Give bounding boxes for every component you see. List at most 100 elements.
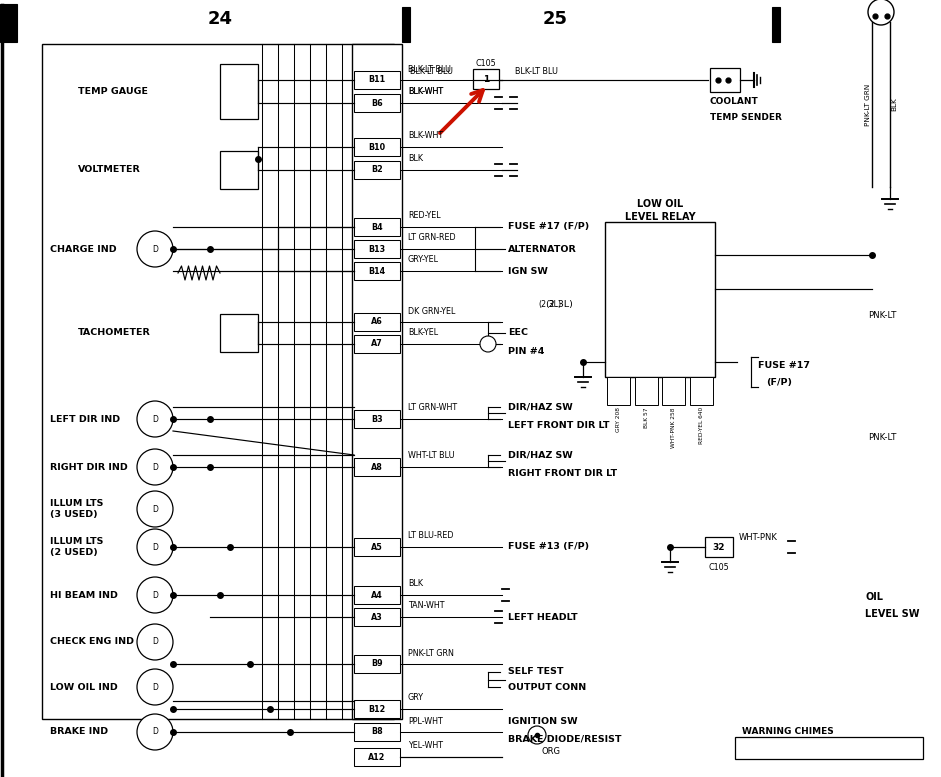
Bar xyxy=(605,222,715,377)
Bar xyxy=(0,4,17,42)
Text: BRAKE IND: BRAKE IND xyxy=(50,727,108,737)
Text: D: D xyxy=(152,682,158,692)
Text: BLK-LT BLU: BLK-LT BLU xyxy=(408,64,451,74)
Text: D: D xyxy=(152,414,158,423)
Text: B6: B6 xyxy=(371,99,383,107)
Text: BLK-LT BLU: BLK-LT BLU xyxy=(410,67,453,75)
Text: RIGHT FRONT DIR LT: RIGHT FRONT DIR LT xyxy=(508,469,617,478)
Text: OIL: OIL xyxy=(865,592,883,602)
Circle shape xyxy=(137,714,173,750)
Text: BRAKE DIODE/RESIST: BRAKE DIODE/RESIST xyxy=(508,734,621,744)
Text: 24: 24 xyxy=(208,10,232,28)
Text: DK GRN-YEL: DK GRN-YEL xyxy=(408,306,455,315)
Text: BLK-WHT: BLK-WHT xyxy=(408,131,443,141)
Text: B8: B8 xyxy=(371,727,383,737)
Text: B11: B11 xyxy=(369,75,386,85)
Text: B12: B12 xyxy=(368,705,386,713)
Circle shape xyxy=(137,669,173,705)
Text: LT GRN-WHT: LT GRN-WHT xyxy=(408,403,457,413)
Text: BLK-YEL: BLK-YEL xyxy=(408,329,439,337)
Circle shape xyxy=(137,449,173,485)
Text: D: D xyxy=(152,727,158,737)
Text: A5: A5 xyxy=(371,542,383,552)
Bar xyxy=(354,138,400,155)
Text: FUSE #17 (F/P): FUSE #17 (F/P) xyxy=(508,222,589,232)
Text: 32: 32 xyxy=(712,542,726,552)
Text: A8: A8 xyxy=(371,462,383,472)
Text: 25: 25 xyxy=(543,10,567,28)
Text: BLK-WHT: BLK-WHT xyxy=(408,88,443,96)
Text: LOW OIL IND: LOW OIL IND xyxy=(50,682,118,692)
Text: FUSE #17: FUSE #17 xyxy=(758,361,810,370)
Text: B4: B4 xyxy=(371,222,383,232)
Text: FUSE #13 (F/P): FUSE #13 (F/P) xyxy=(508,542,589,552)
Bar xyxy=(772,7,780,42)
Text: CHARGE IND: CHARGE IND xyxy=(50,245,117,253)
Text: RIGHT DIR IND: RIGHT DIR IND xyxy=(50,462,128,472)
Bar xyxy=(354,748,400,766)
Bar xyxy=(354,587,400,604)
Text: WARNING CHIMES: WARNING CHIMES xyxy=(742,727,834,737)
Text: A4: A4 xyxy=(371,591,383,600)
Text: LEVEL SW: LEVEL SW xyxy=(865,609,919,619)
Text: VOLTMETER: VOLTMETER xyxy=(78,166,141,175)
Text: LOW OIL: LOW OIL xyxy=(637,199,683,209)
Circle shape xyxy=(868,0,894,25)
Text: BLK-LT BLU: BLK-LT BLU xyxy=(515,67,558,75)
Text: B13: B13 xyxy=(369,245,386,253)
Bar xyxy=(354,71,400,89)
Text: A12: A12 xyxy=(368,752,386,761)
Text: ALTERNATOR: ALTERNATOR xyxy=(508,245,577,253)
Text: CHECK ENG IND: CHECK ENG IND xyxy=(50,637,134,646)
Text: GRY 208: GRY 208 xyxy=(616,407,621,432)
Text: (F/P): (F/P) xyxy=(766,378,792,386)
Text: B14: B14 xyxy=(369,267,386,276)
Text: OUTPUT CONN: OUTPUT CONN xyxy=(508,682,586,692)
Text: LT GRN-RED: LT GRN-RED xyxy=(408,234,455,242)
Text: D: D xyxy=(152,504,158,514)
Bar xyxy=(354,655,400,673)
Text: PNK-LT: PNK-LT xyxy=(868,311,897,319)
Text: LT BLU-RED: LT BLU-RED xyxy=(408,531,454,541)
Text: B2: B2 xyxy=(371,166,383,175)
Bar xyxy=(735,737,923,759)
Text: DIR/HAZ SW: DIR/HAZ SW xyxy=(508,402,573,412)
Circle shape xyxy=(137,529,173,565)
Text: EEC: EEC xyxy=(508,329,528,337)
Bar xyxy=(354,458,400,476)
Text: IGN SW: IGN SW xyxy=(508,267,548,276)
Text: (2.3L): (2.3L) xyxy=(538,301,561,309)
Text: GRY-YEL: GRY-YEL xyxy=(408,256,439,264)
Bar xyxy=(220,64,258,119)
Text: B10: B10 xyxy=(369,142,386,152)
Circle shape xyxy=(137,401,173,437)
Bar xyxy=(220,314,258,352)
Bar xyxy=(354,313,400,331)
Circle shape xyxy=(137,577,173,613)
Bar xyxy=(354,335,400,353)
Bar xyxy=(354,263,400,280)
Bar xyxy=(220,151,258,189)
Text: 1: 1 xyxy=(483,75,489,83)
Text: A7: A7 xyxy=(371,340,383,349)
Text: (2.3L): (2.3L) xyxy=(545,301,573,309)
Text: WHT-LT BLU: WHT-LT BLU xyxy=(408,451,455,461)
Text: BLK: BLK xyxy=(891,98,897,111)
Circle shape xyxy=(137,491,173,527)
Text: PNK-LT GRN: PNK-LT GRN xyxy=(408,649,454,657)
Text: HI BEAM IND: HI BEAM IND xyxy=(50,591,118,600)
Text: TEMP SENDER: TEMP SENDER xyxy=(710,113,782,123)
Bar xyxy=(354,94,400,112)
Text: WHT-PNK 258: WHT-PNK 258 xyxy=(671,407,677,448)
Bar xyxy=(354,162,400,179)
Bar xyxy=(690,377,713,405)
Text: D: D xyxy=(152,245,158,253)
Text: PNK-LT GRN: PNK-LT GRN xyxy=(865,83,871,126)
Text: C105: C105 xyxy=(475,58,496,68)
Text: TAN-WHT: TAN-WHT xyxy=(408,601,444,611)
Text: RED-YEL: RED-YEL xyxy=(408,211,440,221)
Circle shape xyxy=(137,624,173,660)
Bar xyxy=(402,7,410,42)
Text: LEFT DIR IND: LEFT DIR IND xyxy=(50,414,120,423)
Text: BLK: BLK xyxy=(408,155,423,163)
